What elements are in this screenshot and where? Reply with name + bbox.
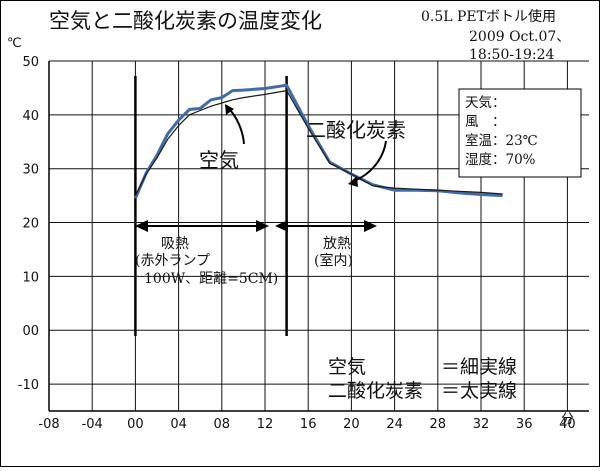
y-tick-label: 40 (22, 109, 39, 124)
release-label: 放熱 (323, 236, 351, 252)
wind-label: 風 ： (465, 114, 506, 130)
x-tick-label: 12 (257, 417, 274, 432)
chart-title: 空気と二酸化炭素の温度変化 (49, 9, 322, 33)
weather-label: 天気： (465, 95, 506, 111)
date-note: 2009 Oct.07、 (469, 29, 570, 45)
air-arrow-head (225, 104, 234, 115)
x-tick-label: 00 (127, 417, 144, 432)
legend-air-desc: ＝細実線 (441, 356, 517, 378)
phase-markers (134, 76, 288, 336)
absorb-right-arrowhead (256, 220, 269, 232)
x-tick-label: 08 (214, 417, 231, 432)
y-tick-label: 20 (22, 217, 39, 232)
co2-arrow-head (348, 176, 358, 187)
weather-box-border (458, 88, 582, 178)
room-temp-label: 室温：23℃ (465, 132, 538, 149)
air-annotation: 空気 (199, 148, 239, 172)
x-tick-label: 04 (170, 417, 187, 432)
absorb-detail-2: 100W、距離=5CM) (144, 270, 278, 287)
weather-box: 天気： 風 ： 室温：23℃ 湿度：70% (458, 88, 582, 178)
y-tick-label: 50 (22, 55, 39, 70)
x-tick-label: 28 (430, 417, 447, 432)
series-lines (134, 83, 503, 199)
y-tick-label: -10 (18, 378, 39, 393)
x-tick-label: 32 (473, 417, 490, 432)
legend-air-name: 空気 (328, 356, 366, 378)
legend: 空気 ＝細実線 二酸化炭素 ＝太実線 (328, 356, 517, 402)
humidity-label: 湿度：70% (465, 152, 536, 168)
x-tick-label: -04 (82, 417, 103, 432)
y-tick-label: 10 (22, 270, 39, 285)
co2-arrow-line (353, 140, 387, 182)
absorb-range (135, 220, 269, 232)
x-tick-label: 24 (386, 417, 403, 432)
absorb-left-arrowhead (135, 220, 148, 232)
x-tick-label: 20 (343, 417, 360, 432)
absorb-label: 吸熱 (161, 236, 189, 252)
release-right-arrowhead (364, 220, 377, 232)
air-arrow-line (228, 108, 245, 145)
y-tick-label: 30 (22, 163, 39, 178)
release-left-arrowhead (275, 220, 288, 232)
x-tick-label: 16 (300, 417, 317, 432)
co2-annotation: 二酸化炭素 (306, 118, 406, 142)
annotation-arrows (225, 104, 387, 187)
axis-ticks: -08 -04 00 04 08 12 16 20 24 28 32 36 40 -10 00 10 20 30 4… (18, 55, 576, 432)
legend-co2-desc: ＝太実線 (441, 380, 517, 402)
bottle-note: 0.5L PETボトル使用 (421, 8, 556, 25)
y-unit-label: ℃ (7, 36, 22, 51)
y-tick-label: 00 (22, 324, 39, 339)
release-detail: (室内) (314, 252, 353, 269)
air-series-line (134, 89, 503, 196)
absorb-detail-1: (赤外ランプ (135, 253, 210, 269)
x-tick-label: 36 (516, 417, 533, 432)
co2-series-line (134, 83, 503, 199)
release-range (275, 220, 377, 232)
x-tick-label: -08 (38, 417, 59, 432)
x-tick-label: 40 (559, 417, 576, 432)
x-unit-label: 分 (561, 412, 574, 427)
legend-co2-name: 二酸化炭素 (328, 380, 423, 402)
time-note: 18:50-19:24 (469, 47, 555, 63)
